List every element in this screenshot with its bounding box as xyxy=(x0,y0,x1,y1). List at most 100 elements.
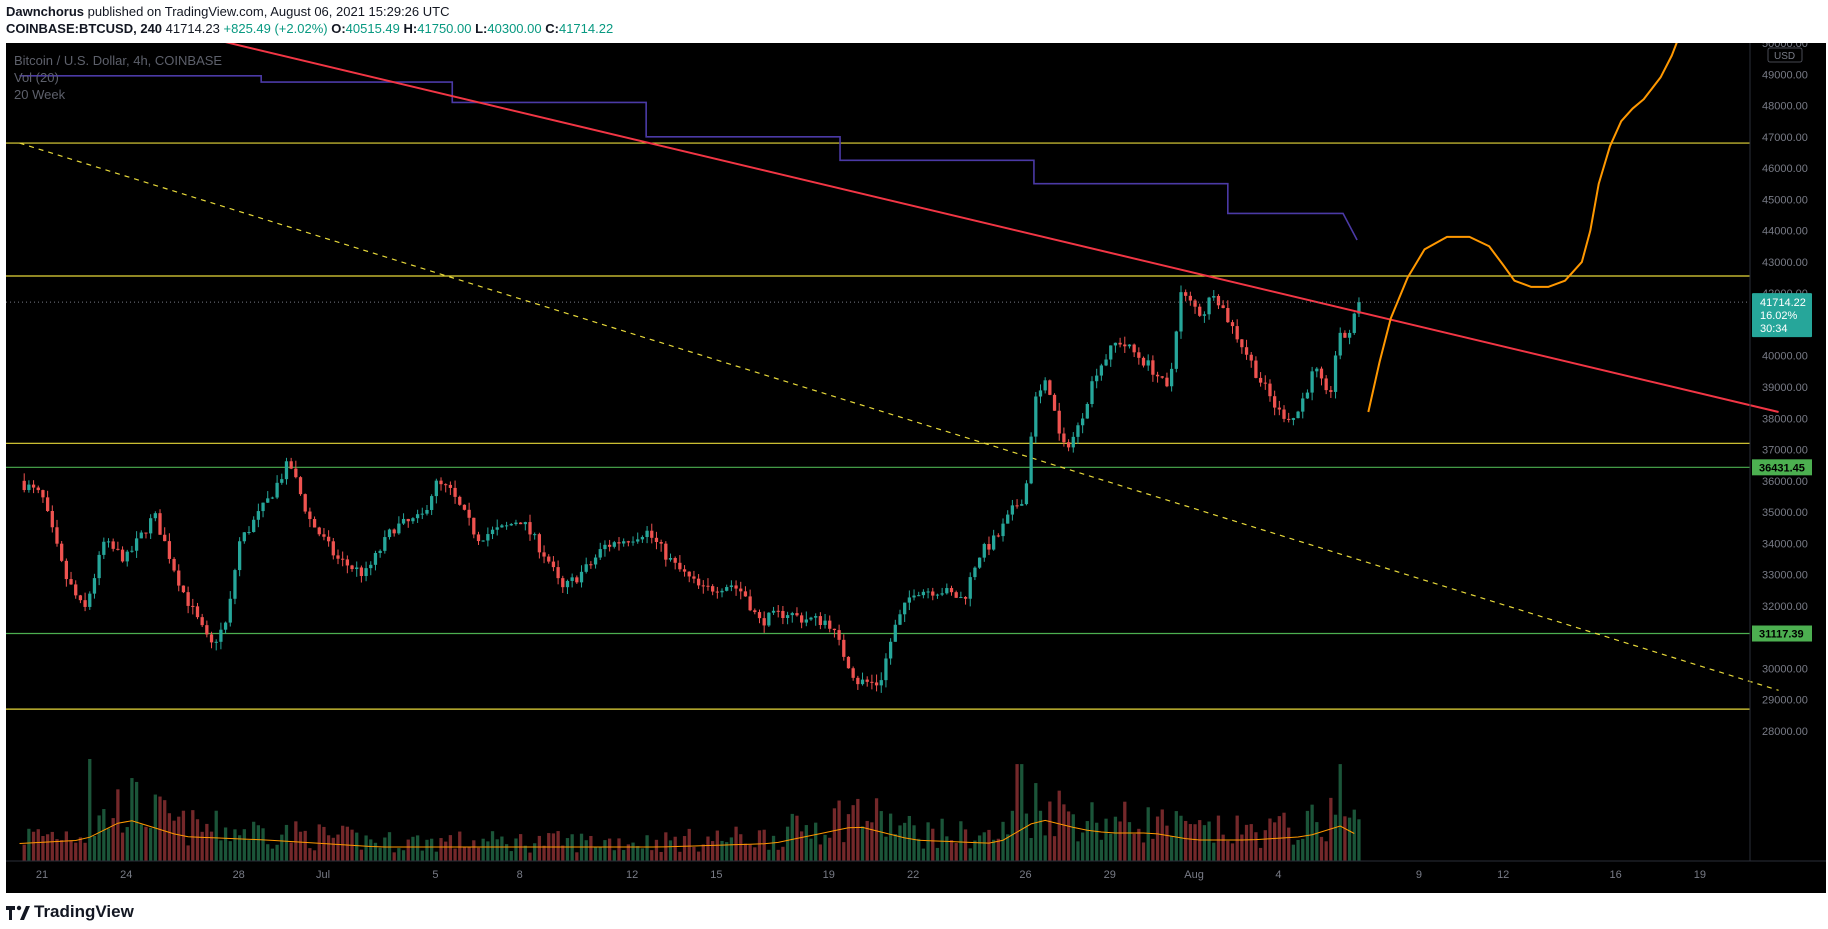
chart-legend: Bitcoin / U.S. Dollar, 4h, COINBASE Vol … xyxy=(14,52,222,103)
candle-body xyxy=(476,534,481,542)
candle xyxy=(1080,413,1085,434)
candle xyxy=(467,502,471,526)
candle xyxy=(903,602,907,623)
low-value: 40300.00 xyxy=(487,21,542,36)
candle-body xyxy=(612,542,616,547)
candle-body xyxy=(1099,365,1104,376)
candle-body xyxy=(1310,371,1314,393)
volume-bar xyxy=(369,839,373,861)
candle xyxy=(622,538,626,547)
open-label: O: xyxy=(331,21,346,36)
volume-bar xyxy=(1352,809,1356,861)
candle-body xyxy=(214,641,218,643)
candle-body xyxy=(917,595,921,597)
y-tick-label: 34000.00 xyxy=(1762,538,1808,550)
candle xyxy=(359,565,364,583)
candle-body xyxy=(509,524,513,526)
candle-body xyxy=(83,600,87,607)
candle xyxy=(289,457,293,470)
axis-layer: 28000.0029000.0030000.0031000.0032000.00… xyxy=(6,38,1826,881)
candle-body xyxy=(1006,514,1010,524)
footer-brand[interactable]: TradingView xyxy=(6,900,134,924)
candle xyxy=(1352,312,1356,335)
volume-bar xyxy=(177,816,181,861)
candle xyxy=(163,527,167,542)
candle xyxy=(27,480,31,493)
volume-bar xyxy=(767,849,771,861)
candle-body xyxy=(1282,409,1286,419)
candles-layer xyxy=(22,285,1361,693)
candle-body xyxy=(74,584,78,596)
candle xyxy=(1137,347,1141,365)
candle-body xyxy=(1071,436,1075,448)
candle xyxy=(593,554,598,569)
candle-body xyxy=(561,578,565,588)
candle-body xyxy=(640,537,645,540)
candle-body xyxy=(518,522,523,525)
candle xyxy=(1230,319,1235,334)
candle xyxy=(762,611,766,633)
x-tick-label: 15 xyxy=(710,869,722,881)
volume-bar xyxy=(1151,838,1155,861)
candle-body xyxy=(308,511,312,520)
price-chart[interactable]: 28000.0029000.0030000.0031000.0032000.00… xyxy=(6,29,1826,893)
candle-body xyxy=(809,617,813,620)
candle-body xyxy=(626,541,630,543)
candle xyxy=(1188,291,1192,306)
candle xyxy=(1057,402,1061,441)
candle xyxy=(556,560,560,585)
volume-bar xyxy=(392,852,396,861)
candle-body xyxy=(598,549,602,558)
candle-body xyxy=(1188,295,1192,301)
level-price-badge xyxy=(1752,625,1812,642)
volume-bar xyxy=(476,847,481,861)
volume-bar xyxy=(687,828,691,861)
volume-bar xyxy=(977,835,982,861)
volume-bar xyxy=(1015,764,1019,861)
candle xyxy=(1076,422,1080,444)
candle xyxy=(1104,354,1108,367)
close-value: 41714.22 xyxy=(558,21,614,36)
candle xyxy=(181,585,186,594)
candle-body xyxy=(753,610,757,613)
volume-bar xyxy=(696,851,701,861)
candle-body xyxy=(1024,483,1029,505)
candle xyxy=(1048,379,1052,396)
candle-body xyxy=(748,596,752,611)
low-label: L: xyxy=(475,21,488,36)
candle-body xyxy=(392,529,396,534)
author-name[interactable]: Dawnchorus xyxy=(6,4,85,19)
candle xyxy=(954,590,958,598)
candle-body xyxy=(60,543,64,561)
candle-body xyxy=(678,562,682,570)
volume-bar xyxy=(214,810,218,861)
candle-body xyxy=(397,523,401,534)
candle-body xyxy=(1296,411,1300,419)
y-tick-label: 46000.00 xyxy=(1762,163,1808,175)
candle xyxy=(219,622,223,650)
candle xyxy=(1085,402,1089,419)
volume-bar xyxy=(963,829,968,861)
candle xyxy=(982,542,986,562)
x-tick-label: 8 xyxy=(517,869,523,881)
volume-bar xyxy=(781,846,785,861)
candle xyxy=(406,518,410,528)
volume-bar xyxy=(1221,834,1225,861)
candle-body xyxy=(430,496,434,510)
x-tick-label: 4 xyxy=(1275,869,1281,881)
candle-body xyxy=(247,531,251,533)
candle-body xyxy=(1165,377,1169,387)
candle xyxy=(350,564,354,572)
candle xyxy=(504,521,509,530)
volume-bar xyxy=(495,839,499,861)
volume-bar xyxy=(106,828,111,861)
candle-body xyxy=(261,502,265,512)
candle-body xyxy=(97,554,101,579)
candle-body xyxy=(842,639,846,657)
chart-area[interactable]: 28000.0029000.0030000.0031000.0032000.00… xyxy=(6,29,1826,893)
candle-body xyxy=(682,569,687,572)
y-tick-label: 40000.00 xyxy=(1762,351,1808,363)
candle xyxy=(74,580,78,599)
candle-body xyxy=(205,625,209,635)
volume-bar xyxy=(1048,801,1052,861)
